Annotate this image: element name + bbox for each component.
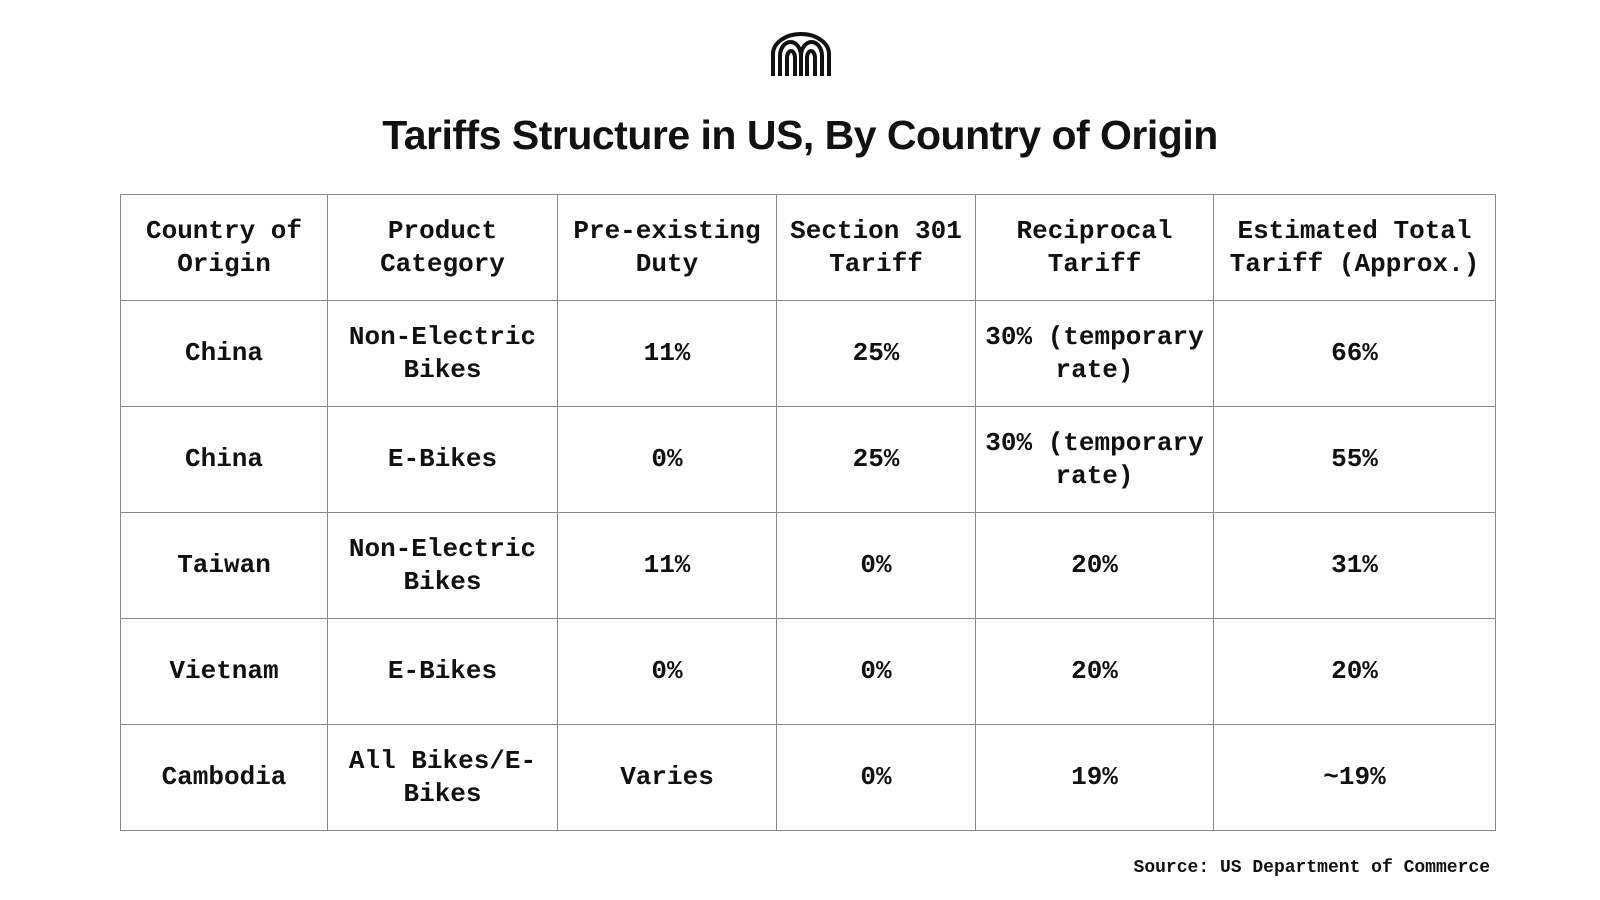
cell-estimated-total-tariff: 31% (1213, 512, 1496, 619)
cell-estimated-total-tariff: 20% (1213, 618, 1496, 725)
cell-reciprocal-tariff: 30% (temporary rate) (975, 300, 1214, 407)
header-country-of-origin: Country of Origin (120, 194, 328, 301)
cell-section-301-tariff: 25% (776, 300, 976, 407)
cell-country: Taiwan (120, 512, 328, 619)
header-pre-existing-duty: Pre-existing Duty (557, 194, 777, 301)
cell-product-category: E-Bikes (327, 618, 558, 725)
cell-section-301-tariff: 25% (776, 406, 976, 513)
cell-reciprocal-tariff: 19% (975, 724, 1214, 831)
cell-product-category: Non-Electric Bikes (327, 512, 558, 619)
cell-section-301-tariff: 0% (776, 724, 976, 831)
cell-country: China (120, 300, 328, 407)
header-section-301-tariff: Section 301 Tariff (776, 194, 976, 301)
table-row: China E-Bikes 0% 25% 30% (temporary rate… (120, 406, 1496, 513)
cell-product-category: Non-Electric Bikes (327, 300, 558, 407)
cell-product-category: E-Bikes (327, 406, 558, 513)
header-reciprocal-tariff: Reciprocal Tariff (975, 194, 1214, 301)
cell-pre-existing-duty: Varies (557, 724, 777, 831)
cell-pre-existing-duty: 11% (557, 300, 777, 407)
cell-reciprocal-tariff: 20% (975, 512, 1214, 619)
table-row: China Non-Electric Bikes 11% 25% 30% (te… (120, 300, 1496, 407)
cell-section-301-tariff: 0% (776, 512, 976, 619)
cell-product-category: All Bikes/E-Bikes (327, 724, 558, 831)
cell-country: Vietnam (120, 618, 328, 725)
header-estimated-total-tariff: Estimated Total Tariff (Approx.) (1213, 194, 1496, 301)
cell-country: China (120, 406, 328, 513)
cell-country: Cambodia (120, 724, 328, 831)
header-product-category: Product Category (327, 194, 558, 301)
table-header-row: Country of Origin Product Category Pre-e… (120, 194, 1496, 301)
tariff-table: Country of Origin Product Category Pre-e… (120, 194, 1496, 831)
cell-estimated-total-tariff: ~19% (1213, 724, 1496, 831)
page-title: Tariffs Structure in US, By Country of O… (382, 112, 1218, 158)
cell-reciprocal-tariff: 30% (temporary rate) (975, 406, 1214, 513)
cell-estimated-total-tariff: 66% (1213, 300, 1496, 407)
cell-estimated-total-tariff: 55% (1213, 406, 1496, 513)
cell-pre-existing-duty: 0% (557, 618, 777, 725)
cell-pre-existing-duty: 11% (557, 512, 777, 619)
cell-section-301-tariff: 0% (776, 618, 976, 725)
table-row: Vietnam E-Bikes 0% 0% 20% 20% (120, 618, 1496, 725)
table-row: Taiwan Non-Electric Bikes 11% 0% 20% 31% (120, 512, 1496, 619)
arches-logo-icon (771, 32, 831, 76)
table-row: Cambodia All Bikes/E-Bikes Varies 0% 19%… (120, 724, 1496, 831)
cell-pre-existing-duty: 0% (557, 406, 777, 513)
source-note: Source: US Department of Commerce (1133, 858, 1490, 878)
cell-reciprocal-tariff: 20% (975, 618, 1214, 725)
